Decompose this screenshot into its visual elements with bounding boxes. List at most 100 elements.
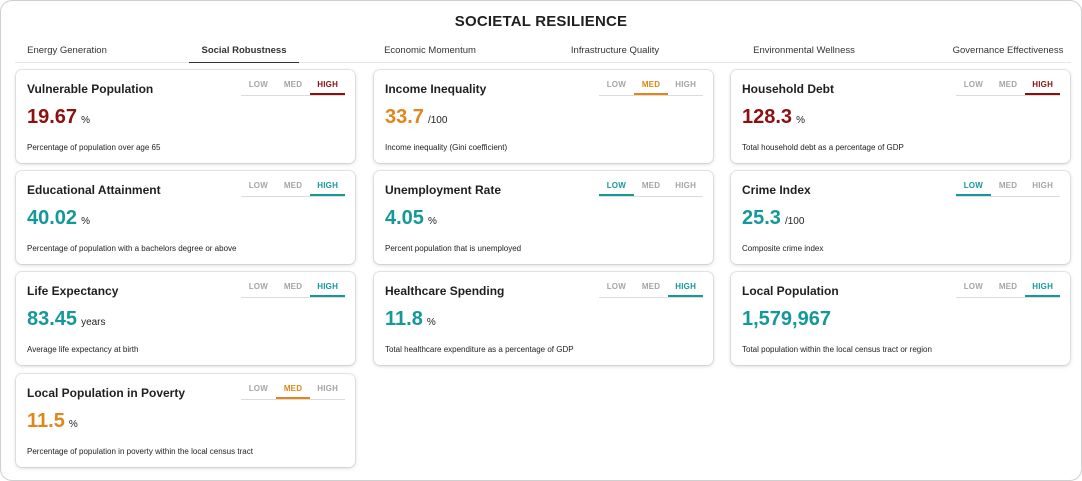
metric-unit: % xyxy=(426,317,436,328)
metric-unit: /100 xyxy=(427,115,448,126)
level-med-button[interactable]: MED xyxy=(641,282,661,291)
level-high-button[interactable]: HIGH xyxy=(1025,78,1061,95)
level-high-button[interactable]: HIGH xyxy=(1025,280,1061,297)
level-selector: LOW MED HIGH xyxy=(241,280,346,298)
metric-value: 33.7 xyxy=(385,106,424,128)
metric-description: Percent population that is unemployed xyxy=(385,244,522,253)
level-low-button[interactable]: LOW xyxy=(956,179,991,196)
level-low-button[interactable]: LOW xyxy=(963,80,983,89)
level-low-button[interactable]: LOW xyxy=(599,179,634,196)
level-selector: LOW MED HIGH xyxy=(241,179,346,197)
metric-card-healthcare-spending: Healthcare Spending LOW MED HIGH 11.8% Total … xyxy=(374,272,713,365)
level-med-button[interactable]: MED xyxy=(283,80,303,89)
metric-unit: % xyxy=(81,216,90,227)
category-tabs: Energy Generation Social Robustness Econ… xyxy=(15,41,1071,63)
level-high-button[interactable]: HIGH xyxy=(675,80,697,89)
level-high-button[interactable]: HIGH xyxy=(310,179,346,196)
level-selector: LOW MED HIGH xyxy=(241,382,345,400)
level-selector: LOW MED HIGH xyxy=(599,280,704,298)
level-med-button[interactable]: MED xyxy=(283,181,303,190)
level-med-button[interactable]: MED xyxy=(998,181,1018,190)
level-high-button[interactable]: HIGH xyxy=(310,280,346,297)
metric-card-local-population: Local Population LOW MED HIGH 1,579,967 Total… xyxy=(731,272,1070,365)
level-selector: LOW MED HIGH xyxy=(241,78,346,96)
metric-description: Percentage of population with a bachelor… xyxy=(27,244,237,253)
metric-description: Total population within the local census… xyxy=(742,345,932,354)
metric-title: Crime Index xyxy=(742,183,811,197)
level-selector: LOW MED HIGH xyxy=(956,179,1060,197)
metric-value: 83.45 xyxy=(27,308,78,330)
level-selector: LOW MED HIGH xyxy=(956,78,1061,96)
metric-value: 25.3 xyxy=(742,207,781,229)
metric-card-life-expectancy: Life Expectancy LOW MED HIGH 83.45 years Avera… xyxy=(16,272,355,365)
metric-unit: % xyxy=(68,419,78,430)
level-med-button[interactable]: MED xyxy=(998,282,1018,291)
metric-value: 128.3 xyxy=(742,106,793,128)
level-low-button[interactable]: LOW xyxy=(248,384,268,393)
level-low-button[interactable]: LOW xyxy=(606,282,626,291)
metric-title: Local Population xyxy=(742,284,839,298)
tab-governance-effectiveness[interactable]: Governance Effectiveness xyxy=(952,45,1064,56)
metric-value: 40.02 xyxy=(27,207,78,229)
tab-infrastructure-quality[interactable]: Infrastructure Quality xyxy=(570,45,660,56)
level-med-button[interactable]: MED xyxy=(633,78,669,95)
level-med-button[interactable]: MED xyxy=(283,282,303,291)
metric-card-educational-attainment: Educational Attainment LOW MED HIGH 40.02% Pe… xyxy=(16,171,355,264)
metric-unit: % xyxy=(427,216,437,227)
level-low-button[interactable]: LOW xyxy=(606,80,626,89)
level-low-button[interactable]: LOW xyxy=(248,282,268,291)
page-title: SOCIETAL RESILIENCE xyxy=(454,13,628,30)
level-selector: LOW MED HIGH xyxy=(599,179,703,197)
metric-description: Total healthcare expenditure as a percen… xyxy=(385,345,574,354)
metric-value-line: 1,579,967 xyxy=(742,308,831,331)
metric-description: Composite crime index xyxy=(742,244,824,253)
level-low-button[interactable]: LOW xyxy=(248,80,268,89)
metric-title: Vulnerable Population xyxy=(27,82,154,96)
level-selector: LOW MED HIGH xyxy=(599,78,703,96)
level-high-button[interactable]: HIGH xyxy=(317,384,339,393)
level-selector: LOW MED HIGH xyxy=(956,280,1061,298)
metric-value-line: 4.05% xyxy=(385,207,437,230)
metric-value-line: 11.8% xyxy=(385,308,436,331)
level-low-button[interactable]: LOW xyxy=(963,282,983,291)
metric-value-line: 33.7/100 xyxy=(385,106,447,129)
level-med-button[interactable]: MED xyxy=(998,80,1018,89)
metric-unit: years xyxy=(81,317,106,328)
metric-value-line: 40.02% xyxy=(27,207,90,230)
metric-unit: % xyxy=(796,115,805,126)
metric-value: 11.8 xyxy=(385,308,423,330)
metric-value-line: 11.5% xyxy=(27,410,78,433)
metric-unit: /100 xyxy=(784,216,805,227)
tab-economic-momentum[interactable]: Economic Momentum xyxy=(384,45,476,56)
level-high-button[interactable]: HIGH xyxy=(1032,181,1054,190)
metric-value-line: 128.3% xyxy=(742,106,805,129)
level-high-button[interactable]: HIGH xyxy=(675,181,697,190)
level-med-button[interactable]: MED xyxy=(641,181,661,190)
metric-card-income-inequality: Income Inequality LOW MED HIGH 33.7/100 Incom… xyxy=(374,70,713,163)
metric-title: Household Debt xyxy=(742,82,834,96)
level-high-button[interactable]: HIGH xyxy=(310,78,346,95)
metric-description: Average life expectancy at birth xyxy=(27,345,139,354)
metric-title: Life Expectancy xyxy=(27,284,119,298)
metric-description: Income inequality (Gini coefficient) xyxy=(385,143,508,152)
metric-description: Total household debt as a percentage of … xyxy=(742,143,904,152)
metric-description: Percentage of population over age 65 xyxy=(27,143,161,152)
tab-energy-generation[interactable]: Energy Generation xyxy=(27,45,107,56)
metric-description: Percentage of population in poverty with… xyxy=(27,447,253,456)
metric-card-unemployment-rate: Unemployment Rate LOW MED HIGH 4.05% Percent … xyxy=(374,171,713,264)
level-low-button[interactable]: LOW xyxy=(248,181,268,190)
metric-value: 19.67 xyxy=(27,106,78,128)
metric-unit: % xyxy=(81,115,90,126)
level-high-button[interactable]: HIGH xyxy=(668,280,704,297)
metric-card-crime-index: Crime Index LOW MED HIGH 25.3/100 Composite c… xyxy=(731,171,1070,264)
metric-title: Income Inequality xyxy=(385,82,487,96)
metric-card-household-debt: Household Debt LOW MED HIGH 128.3% Total hous… xyxy=(731,70,1070,163)
metric-value: 1,579,967 xyxy=(742,308,831,330)
tab-social-robustness[interactable]: Social Robustness xyxy=(189,41,299,63)
metric-value: 11.5 xyxy=(27,410,65,432)
metric-title: Local Population in Poverty xyxy=(27,386,186,400)
metric-title: Unemployment Rate xyxy=(385,183,502,197)
tab-environmental-wellness[interactable]: Environmental Wellness xyxy=(753,45,855,56)
level-med-button[interactable]: MED xyxy=(275,382,311,399)
